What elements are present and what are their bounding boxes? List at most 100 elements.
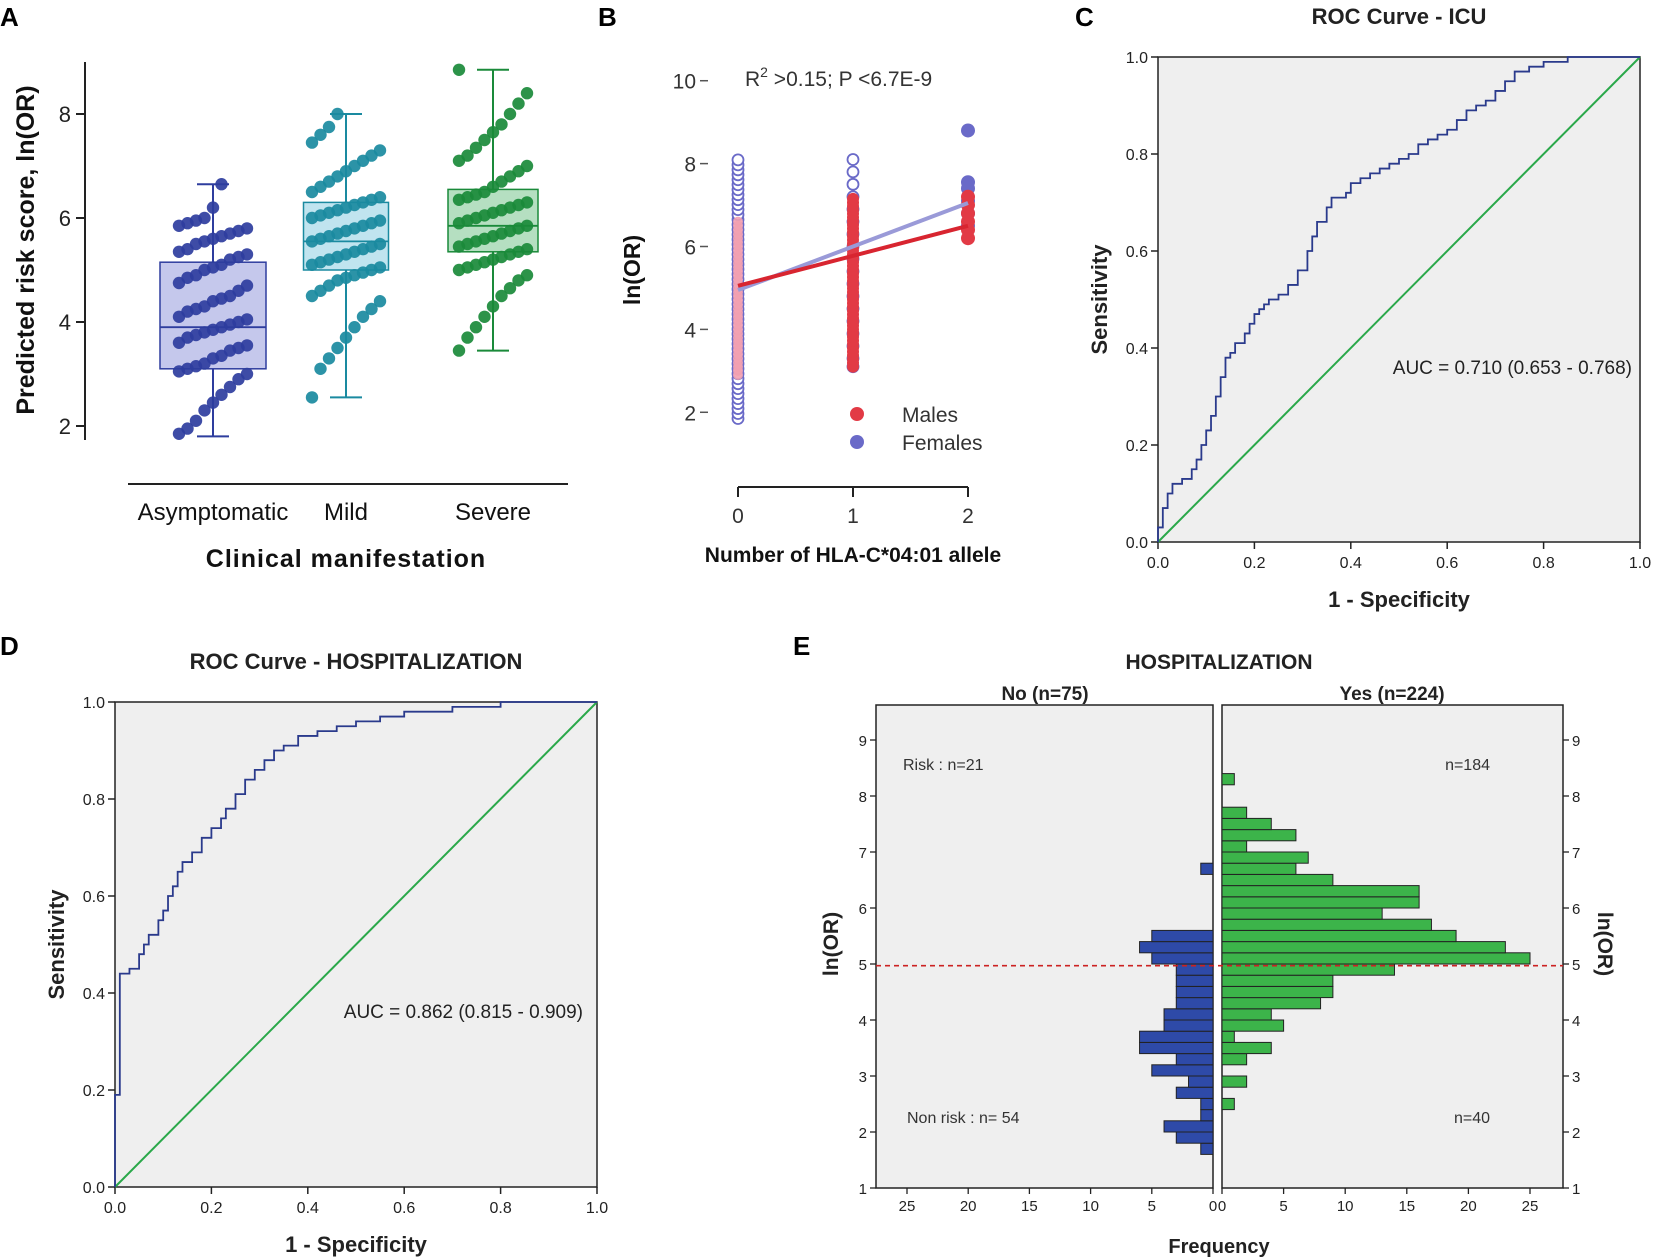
x-tick-label-right: 5: [1279, 1198, 1287, 1215]
data-point: [495, 118, 508, 131]
x-tick-label: Mild: [324, 499, 368, 526]
data-point: [240, 222, 254, 235]
y-tick-label-left: 5: [859, 957, 867, 974]
x-axis-title: Clinical manifestation: [206, 545, 486, 573]
data-point: [181, 422, 194, 435]
data-point: [520, 269, 534, 282]
roc-curve: [1157, 56, 1640, 542]
y-tick-label-right: 6: [1572, 901, 1580, 918]
bar-no: [1151, 1064, 1214, 1077]
bar-yes: [1221, 806, 1248, 819]
x-tick-label-left: 20: [960, 1198, 977, 1215]
x-tick-label-left: 15: [1021, 1198, 1038, 1215]
data-point: [486, 300, 500, 313]
data-point: [520, 196, 534, 209]
annotation-rest: >0.15; P <6.7E-9: [768, 68, 932, 91]
female-point: [846, 165, 860, 179]
y-tick-label-right: 4: [1572, 1013, 1580, 1030]
reference-diagonal: [114, 701, 598, 1188]
x-tick-label-right: 10: [1337, 1198, 1354, 1215]
y-axis-title: Sensitivity: [1087, 244, 1112, 355]
annotation-r: R: [745, 68, 760, 91]
bar-yes: [1221, 997, 1322, 1010]
group-label-no: No (n=75): [1001, 684, 1088, 705]
y-tick-label: 1.0: [83, 695, 105, 712]
y-tick-label-right: 9: [1572, 733, 1580, 750]
y-tick-label: 0.2: [1126, 438, 1148, 455]
y-tick-label-left: 8: [859, 789, 867, 806]
data-point: [495, 289, 508, 303]
y-tick-label: 2: [59, 414, 71, 439]
data-point: [331, 107, 344, 121]
y-tick-label: 0.8: [1126, 147, 1148, 164]
bar-yes: [1221, 1030, 1235, 1043]
y-tick-label-right: 7: [1572, 845, 1580, 862]
legend-label-females: Females: [902, 432, 983, 455]
legend: Males Females: [850, 404, 983, 455]
bar-no: [1175, 974, 1214, 987]
bar-yes: [1221, 1041, 1272, 1055]
annotation-yes-nonrisk: n=40: [1454, 1110, 1490, 1127]
x-tick-label-left: 0: [1209, 1198, 1217, 1215]
x-tick-label: 0.0: [1147, 555, 1169, 572]
female-point: [846, 153, 860, 166]
data-point: [520, 219, 534, 232]
legend-label-males: Males: [902, 404, 958, 427]
x-tick-label: Severe: [455, 499, 531, 526]
panel-letter-c: C: [1075, 2, 1094, 32]
data-point: [520, 159, 534, 173]
data-point: [240, 248, 254, 261]
panel-e-histogram: HOSPITALIZATION No (n=75) Yes (n=224) 1 1 2 2 3…: [820, 651, 1616, 1258]
bar-no: [1151, 929, 1214, 943]
bar-no: [1139, 1030, 1214, 1043]
data-point: [373, 237, 387, 251]
x-tick-label: 1.0: [586, 1200, 608, 1217]
auc-annotation: AUC = 0.710 (0.653 - 0.768): [1393, 358, 1632, 379]
annotation-nonrisk: Non risk : n= 54: [907, 1110, 1020, 1127]
bar-no: [1175, 1086, 1214, 1099]
auc-annotation: AUC = 0.862 (0.815 - 0.909): [344, 1002, 583, 1023]
annotation-risk: Risk : n=21: [903, 757, 984, 774]
y-tick-label: 0.4: [83, 986, 105, 1003]
bar-no: [1175, 997, 1214, 1010]
data-point: [461, 149, 474, 162]
bar-no: [1200, 862, 1214, 875]
bar-yes: [1221, 1097, 1235, 1111]
bar-no: [1175, 1053, 1214, 1066]
bar-yes: [1221, 1075, 1248, 1088]
data-point: [198, 211, 211, 225]
y-tick-label-right: 3: [1572, 1069, 1580, 1086]
data-point: [198, 404, 211, 417]
y-tick-label: 4: [684, 319, 696, 342]
panel-letter-b: B: [598, 2, 617, 32]
bar-yes: [1221, 1008, 1272, 1021]
data-point: [240, 313, 254, 326]
x-tick-label: 1: [847, 505, 859, 528]
y-axis-title-left: ln(OR): [820, 912, 843, 976]
x-tick-label: 0.4: [297, 1200, 319, 1217]
x-tick-label: 1.0: [1629, 555, 1651, 572]
y-axis-title: Predicted risk score, ln(OR): [12, 85, 40, 414]
y-axis-title: ln(OR): [619, 235, 645, 305]
panel-a-box-plot: 2 4 6 8 Predicted risk score, ln(OR) Asymptom…: [12, 62, 568, 573]
data-point: [469, 321, 483, 334]
y-tick-label: 0.8: [83, 792, 105, 809]
x-tick-label: 0.0: [104, 1200, 126, 1217]
y-tick-label-left: 2: [859, 1125, 867, 1142]
data-point: [240, 367, 254, 381]
group-label-yes: Yes (n=224): [1339, 684, 1444, 705]
data-point: [373, 295, 387, 308]
y-tick-label: 1.0: [1126, 50, 1148, 67]
y-tick-label: 6: [59, 206, 71, 231]
data-point: [373, 261, 387, 274]
bar-yes: [1221, 918, 1432, 931]
data-point: [215, 388, 228, 401]
bar-yes: [1221, 851, 1309, 864]
data-point: [356, 310, 370, 323]
chart-title: HOSPITALIZATION: [1125, 651, 1312, 674]
bar-yes: [1221, 885, 1420, 898]
data-point: [452, 63, 466, 76]
data-point: [469, 141, 483, 154]
data-point: [461, 331, 474, 344]
